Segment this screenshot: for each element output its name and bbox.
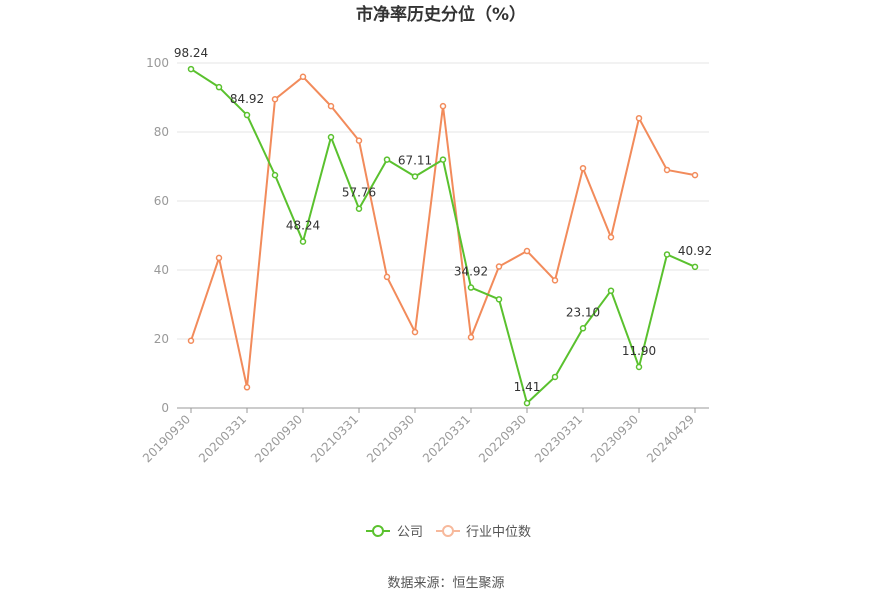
data-point[interactable] (635, 363, 643, 371)
data-point[interactable] (271, 171, 279, 179)
data-point[interactable] (663, 166, 671, 174)
chart-title: 市净率历史分位（%） (356, 4, 526, 25)
data-point[interactable] (523, 247, 531, 255)
data-point[interactable] (355, 205, 363, 212)
data-point[interactable] (299, 73, 307, 81)
data-point[interactable] (663, 251, 671, 258)
y-tick-label: 100 (146, 56, 169, 70)
data-point[interactable] (383, 273, 391, 281)
data-label: 1.41 (514, 380, 541, 394)
series-layer (187, 65, 699, 407)
data-label: 40.92 (678, 244, 712, 258)
y-tick-label: 20 (154, 332, 169, 346)
series-line-company (190, 68, 696, 405)
legend-label-industry-median: 行业中位数 (466, 525, 531, 540)
data-label: 34.92 (454, 265, 488, 279)
series-line-industry-median (190, 75, 696, 389)
data-point[interactable] (187, 337, 195, 344)
data-point[interactable] (691, 263, 699, 271)
x-tick-label: 20230930 (588, 412, 641, 465)
data-label: 67.11 (398, 153, 432, 167)
data-point[interactable] (467, 284, 475, 291)
data-point[interactable] (243, 384, 251, 391)
data-point[interactable] (523, 399, 531, 407)
data-point[interactable] (579, 325, 587, 332)
data-point[interactable] (439, 102, 447, 110)
data-point[interactable] (411, 173, 419, 180)
legend-item-industry-median[interactable]: 行业中位数 (436, 525, 531, 540)
data-label: 84.92 (230, 92, 264, 106)
data-point[interactable] (383, 156, 391, 163)
data-label: 57.76 (342, 186, 376, 200)
legend-marker-company (372, 525, 384, 537)
x-tick-label: 20200930 (252, 412, 305, 465)
y-tick-label: 80 (154, 125, 169, 139)
y-tick-label: 60 (154, 194, 169, 208)
x-tick-label: 20200331 (196, 412, 249, 465)
data-point[interactable] (327, 102, 335, 110)
data-point[interactable] (691, 171, 699, 179)
legend: 公司 行业中位数 (366, 525, 531, 540)
data-label: 48.24 (286, 219, 320, 233)
data-label: 23.10 (566, 305, 600, 319)
data-point[interactable] (299, 238, 307, 245)
data-point[interactable] (635, 114, 643, 122)
data-point[interactable] (271, 95, 279, 103)
x-tick-label: 20210930 (364, 412, 417, 465)
data-point[interactable] (551, 277, 559, 284)
data-labels: 98.24 84.92 48.24 57.76 67.11 34.92 1.41 23.10 1… (174, 46, 712, 394)
x-tick-label: 20220930 (476, 412, 529, 465)
legend-item-company[interactable]: 公司 (366, 525, 423, 540)
x-tick-label: 20190930 (140, 412, 193, 465)
data-point[interactable] (495, 296, 503, 303)
data-point[interactable] (355, 137, 363, 144)
y-tick-label: 0 (161, 401, 169, 415)
x-tick-label: 20230331 (532, 412, 585, 465)
data-point[interactable] (607, 287, 615, 294)
data-point[interactable] (467, 334, 475, 341)
data-point[interactable] (579, 164, 587, 172)
data-point[interactable] (215, 254, 223, 262)
data-point[interactable] (327, 133, 335, 141)
data-label: 98.24 (174, 46, 208, 60)
x-tick-label: 20240429 (644, 412, 697, 465)
data-point[interactable] (495, 263, 503, 270)
data-point[interactable] (439, 156, 447, 163)
legend-marker-industry-median (442, 525, 454, 537)
x-tick-label: 20210331 (308, 412, 361, 465)
data-point[interactable] (187, 65, 195, 73)
data-label: 11.90 (622, 344, 656, 358)
data-point[interactable] (215, 83, 223, 91)
data-point[interactable] (607, 233, 615, 241)
source-text: 数据来源：恒生聚源 (387, 576, 504, 591)
y-tick-label: 40 (154, 263, 169, 277)
legend-label-company: 公司 (397, 525, 423, 540)
data-point[interactable] (243, 111, 251, 119)
data-point[interactable] (411, 328, 419, 336)
x-tick-label: 20220331 (420, 412, 473, 465)
data-point[interactable] (551, 373, 559, 381)
